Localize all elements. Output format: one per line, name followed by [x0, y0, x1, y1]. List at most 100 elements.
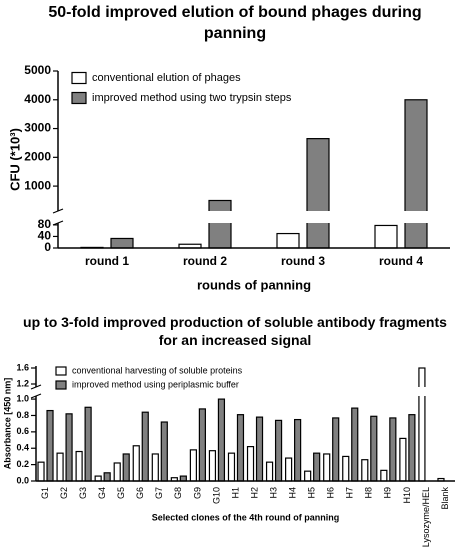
legend-swatch — [71, 91, 87, 105]
bar — [276, 232, 300, 249]
x-tick-label: H10 — [402, 487, 412, 504]
bar — [65, 413, 73, 482]
x-tick-label: H3 — [268, 487, 278, 499]
x-tick-label: round 3 — [281, 254, 325, 268]
x-tick-label: G1 — [40, 487, 50, 499]
bar — [380, 469, 388, 482]
y-tick-label: 1.6 — [16, 362, 29, 372]
x-tick-label: G5 — [116, 487, 126, 499]
x-tick-label: G6 — [135, 487, 145, 499]
bar — [342, 455, 350, 482]
bar — [408, 414, 416, 482]
bar — [84, 406, 92, 482]
y-tick-label: 0.8 — [16, 410, 29, 420]
y-tick-label: 0.6 — [16, 426, 29, 436]
x-axis-title: Selected clones of the 4th round of pann… — [152, 512, 340, 522]
x-tick-label: G4 — [97, 487, 107, 499]
bar — [274, 419, 283, 482]
bar — [285, 457, 293, 482]
bar — [208, 199, 232, 249]
x-tick-label: H5 — [307, 487, 317, 499]
bar — [110, 237, 134, 249]
bar — [313, 452, 321, 482]
x-tick-label: H2 — [249, 487, 259, 499]
legend-label: improved method using periplasmic buffer — [72, 379, 239, 389]
bar — [56, 452, 64, 482]
bar — [103, 472, 111, 482]
x-tick-label: Blank — [440, 487, 450, 510]
bar — [246, 446, 255, 482]
x-tick-label: round 2 — [183, 254, 227, 268]
legend-swatch — [71, 71, 87, 85]
y-tick-label: 0 — [44, 240, 51, 254]
x-tick-label: G9 — [192, 487, 202, 499]
bar — [132, 445, 140, 482]
bar — [306, 138, 330, 249]
bar — [399, 437, 407, 482]
bar — [389, 417, 397, 482]
legend-label: conventional harvesting of soluble prote… — [72, 365, 243, 375]
bar — [189, 449, 197, 482]
bar — [37, 461, 45, 482]
y-tick-label: 3000 — [24, 121, 51, 135]
y-tick-label: 80 — [38, 217, 52, 231]
bar — [141, 411, 149, 482]
bar — [151, 453, 159, 482]
chart-title: up to 3-fold improved production of solu… — [23, 314, 447, 348]
legend-label: improved method using two trypsin steps — [92, 92, 292, 104]
y-tick-label: 1.0 — [16, 393, 29, 403]
y-tick-label: 5000 — [24, 63, 51, 77]
x-tick-label: H9 — [383, 487, 393, 499]
break-mark — [52, 220, 64, 226]
break-mark — [30, 384, 42, 390]
y-tick-label: 2000 — [24, 149, 51, 163]
x-axis-title: rounds of panning — [197, 277, 311, 292]
legend-swatch — [55, 366, 67, 376]
bar — [323, 453, 331, 482]
y-axis-title: CFU (*10³) — [7, 128, 22, 191]
y-tick-label: 0.4 — [16, 443, 29, 453]
bar — [370, 415, 378, 482]
x-tick-label: H6 — [326, 487, 336, 499]
bar — [255, 416, 264, 482]
bar — [122, 453, 130, 482]
bar — [227, 452, 236, 482]
bar — [208, 450, 217, 482]
bar — [351, 407, 359, 482]
bar — [374, 224, 398, 249]
axis-break — [52, 211, 450, 223]
x-tick-label: H4 — [287, 487, 297, 499]
x-tick-label: G3 — [78, 487, 88, 499]
axis-break — [30, 387, 455, 396]
bar — [294, 418, 302, 482]
bar — [160, 421, 168, 482]
x-tick-label: H7 — [345, 487, 355, 499]
bar — [332, 417, 340, 482]
bar — [217, 398, 226, 482]
y-tick-label: 1.2 — [16, 378, 29, 388]
x-tick-label: round 1 — [85, 254, 129, 268]
break-mark — [52, 208, 64, 214]
bar — [404, 99, 428, 249]
bar — [236, 414, 245, 482]
x-tick-label: G10 — [211, 487, 221, 504]
y-tick-label: 0.2 — [16, 459, 29, 469]
x-tick-label: H8 — [364, 487, 374, 499]
bar — [75, 450, 83, 482]
y-tick-label: 40 — [38, 229, 52, 243]
bar — [265, 461, 274, 482]
x-tick-label: G8 — [173, 487, 183, 499]
bar — [418, 367, 426, 482]
bar — [198, 408, 206, 482]
bar — [304, 470, 312, 482]
break-mark — [30, 393, 42, 399]
bar — [113, 462, 121, 482]
x-tick-label: G2 — [59, 487, 69, 499]
legend-swatch — [55, 380, 67, 390]
x-tick-label: G7 — [154, 487, 164, 499]
y-tick-label: 1000 — [24, 178, 51, 192]
y-tick-label: 4000 — [24, 92, 51, 106]
chart-title: 50-fold improved elution of bound phages… — [48, 4, 422, 42]
bar — [46, 409, 54, 482]
